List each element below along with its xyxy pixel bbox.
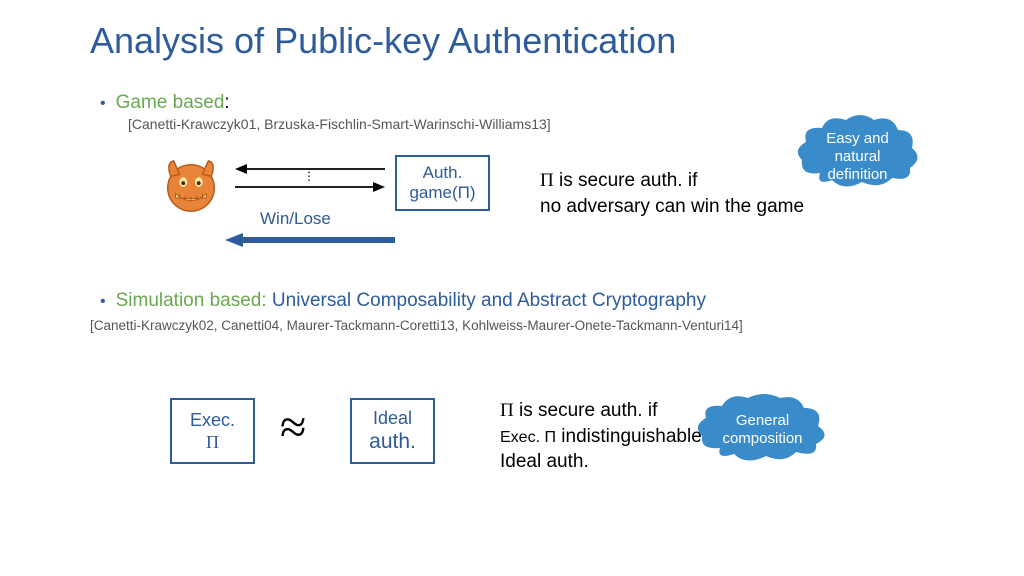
bullet-dot-icon: •	[100, 293, 106, 311]
bullet-dot-icon: •	[100, 95, 106, 113]
approx-symbol: ≈	[280, 400, 306, 455]
page-title: Analysis of Public-key Authentication	[90, 20, 676, 62]
ideal-l2: auth.	[369, 429, 416, 455]
interaction-arrows: ⋮	[235, 163, 385, 212]
adversary-icon	[160, 155, 222, 217]
cloud-general-composition: General composition	[690, 388, 835, 468]
ideal-l1: Ideal	[373, 407, 412, 430]
exec-l1: Exec.	[190, 409, 235, 432]
auth-game-box: Auth. game(Π)	[395, 155, 490, 211]
auth-line2: game(Π)	[409, 183, 475, 203]
game-diagram: ⋮ Auth. game(Π) Win/Lose	[160, 155, 510, 255]
game-based-label: Game based	[116, 92, 225, 113]
sim-based-label: Simulation based:	[116, 290, 267, 311]
ideal-box: Ideal auth.	[350, 398, 435, 464]
s2l2a: Exec. Π	[500, 429, 556, 446]
bullet-simulation-based: • Simulation based: Universal Composabil…	[100, 290, 706, 312]
bullet-game-based: • Game based: [Canetti-Krawczyk01, Brzus…	[100, 92, 551, 132]
pi-symbol: Π	[540, 170, 554, 191]
cloud1-l2: natural	[835, 148, 881, 165]
vdots-icon: ⋮	[303, 169, 315, 183]
winlose-label: Win/Lose	[260, 209, 331, 229]
cloud2-l1: General	[736, 412, 789, 429]
cloud-easy-definition: Easy and natural definition	[790, 108, 925, 198]
sim-based-sub: Universal Composability and Abstract Cry…	[267, 290, 706, 311]
secure1-line2: no adversary can win the game	[540, 196, 804, 217]
exec-l2: Π	[206, 431, 219, 454]
citation-game: [Canetti-Krawczyk01, Brzuska-Fischlin-Sm…	[128, 116, 551, 132]
winlose-arrow-icon	[225, 233, 395, 247]
simulation-diagram: Exec. Π ≈ Ideal auth.	[170, 398, 500, 478]
s2l2b: indistinguishable	[556, 426, 702, 447]
pi2: Π	[500, 400, 514, 421]
s2l1b: is secure auth. if	[514, 400, 658, 421]
citation-sim: [Canetti-Krawczyk02, Canetti04, Maurer-T…	[90, 318, 743, 333]
colon: :	[224, 92, 229, 113]
exec-box: Exec. Π	[170, 398, 255, 464]
auth-line1: Auth.	[423, 163, 463, 183]
cloud2-l2: composition	[722, 430, 802, 447]
cloud1-l3: definition	[827, 166, 887, 183]
secure1-rest: is secure auth. if	[554, 170, 698, 191]
cloud1-l1: Easy and	[826, 130, 889, 147]
s2l3: Ideal auth.	[500, 451, 589, 472]
